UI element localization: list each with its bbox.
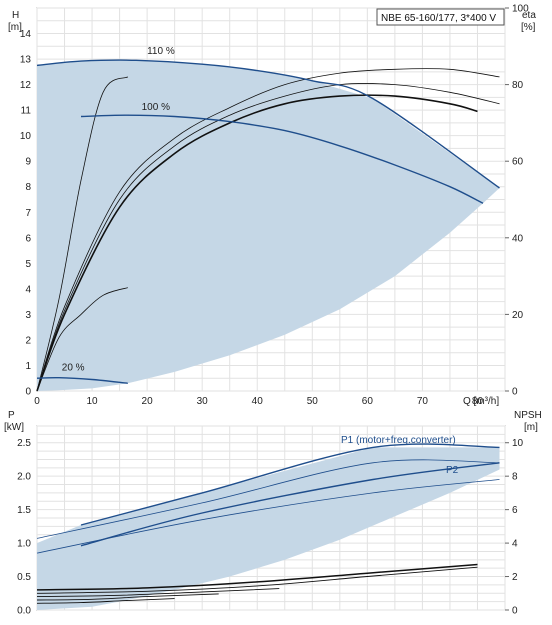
top-x-tick: 0 (34, 396, 40, 407)
top-y-tick: 14 (20, 29, 32, 40)
power-curves (36, 443, 500, 554)
top-right-tick: 100 (512, 4, 529, 15)
power-curve-p1 (80, 443, 500, 526)
top-y-tick: 13 (20, 55, 32, 66)
head-curve-20 (36, 376, 128, 384)
chart-title-box: NBE 65-160/177, 3*400 V (376, 8, 505, 26)
bottom-right-tick: 6 (512, 505, 518, 516)
bottom-y-tick: 2.5 (17, 438, 31, 449)
top-ylabel-left-1: H (12, 10, 19, 21)
bottom-ylabel-left-1: P (8, 410, 15, 421)
bottom-ylabel-left-2: [kW] (4, 422, 24, 433)
top-y-tick: 7 (25, 208, 31, 219)
top-x-tick: 40 (252, 396, 264, 407)
head-curve-100 (80, 114, 484, 204)
efficiency-curve (36, 76, 129, 392)
bottom-y-tick-labels: 0.0 0.5 1.0 1.5 2.0 2.5 (17, 438, 31, 616)
head-curve-labels: 110 % 100 % 20 % (62, 46, 175, 374)
bottom-ylabel-right-2: [m] (524, 422, 538, 433)
top-x-tick: 80 (472, 396, 484, 407)
head-curve-110 (36, 59, 500, 189)
top-y-tick: 8 (25, 182, 31, 193)
power-curve-p2 (80, 462, 500, 547)
p2-annotation: P2 (446, 465, 459, 476)
npsh-curve (36, 593, 219, 601)
top-y-tick: 0 (25, 387, 31, 398)
bottom-y-tick: 2.0 (17, 472, 31, 483)
bottom-right-tick: 8 (512, 472, 518, 483)
head-curve-label: 100 % (142, 102, 170, 113)
bottom-right-tick: 10 (512, 438, 524, 449)
top-right-tick: 0 (512, 387, 518, 398)
efficiency-curves (36, 68, 500, 392)
p1-annotation: P1 (motor+freq.converter) (341, 435, 456, 446)
head-curves (36, 59, 500, 384)
bottom-y-tick: 0.5 (17, 572, 31, 583)
top-y-tick: 9 (25, 157, 31, 168)
npsh-curve (36, 563, 478, 591)
bottom-y-tick: 0.0 (17, 606, 31, 617)
top-y-tick: 2 (25, 335, 31, 346)
power-curve-speed (36, 459, 500, 539)
top-ylabel-left-2: [m] (8, 22, 22, 33)
head-curve-label: 20 % (62, 363, 85, 374)
top-y-tick: 12 (20, 80, 32, 91)
top-operating-band (37, 60, 500, 392)
bottom-y-tick: 1.0 (17, 539, 31, 550)
bottom-operating-band (37, 447, 500, 610)
top-y-tick: 6 (25, 233, 31, 244)
top-right-tick-labels: 0 20 40 60 80 100 (505, 4, 529, 398)
efficiency-curve (36, 83, 500, 392)
npsh-curve (36, 598, 175, 604)
top-right-tick: 80 (512, 80, 524, 91)
top-right-tick: 20 (512, 310, 524, 321)
top-y-tick: 4 (25, 284, 31, 295)
top-y-tick: 1 (25, 361, 31, 372)
top-x-tick: 10 (86, 396, 98, 407)
top-right-tick: 60 (512, 157, 524, 168)
bottom-right-tick: 0 (512, 606, 518, 617)
bottom-ylabel-right-1: NPSH (514, 410, 542, 421)
npsh-curves (36, 563, 478, 604)
top-y-tick: 3 (25, 310, 31, 321)
npsh-curve (36, 588, 280, 598)
chart-title-frame (376, 8, 505, 26)
top-x-tick: 60 (362, 396, 374, 407)
efficiency-curve (36, 68, 500, 392)
chart-title: NBE 65-160/177, 3*400 V (381, 13, 496, 24)
top-right-tick: 40 (512, 233, 524, 244)
npsh-curve (36, 566, 478, 594)
top-x-tick: 50 (307, 396, 319, 407)
efficiency-curve (36, 94, 478, 392)
top-xlabel: Q [m³/h] (463, 396, 499, 407)
power-npsh-chart: 0.0 0.5 1.0 1.5 2.0 2.5 0 2 4 6 8 10 P [kW] NPSH [… (4, 410, 542, 617)
top-y-tick: 10 (20, 131, 32, 142)
top-x-tick: 20 (142, 396, 154, 407)
bottom-right-tick: 4 (512, 539, 518, 550)
head-curve-label: 110 % (147, 46, 175, 57)
bottom-y-tick: 1.5 (17, 505, 31, 516)
top-x-tick-labels: 0 10 20 30 40 50 60 70 80 (34, 396, 483, 407)
efficiency-curve (36, 287, 128, 392)
top-y-tick: 11 (21, 106, 32, 117)
top-ylabel-right-2: [%] (521, 22, 536, 33)
top-x-tick: 70 (417, 396, 429, 407)
bottom-right-tick: 2 (512, 572, 518, 583)
power-curve-speed (36, 479, 500, 554)
top-ylabel-right-1: eta (522, 10, 536, 21)
top-x-tick: 30 (197, 396, 209, 407)
top-y-tick: 5 (25, 259, 31, 270)
bottom-right-tick-labels: 0 2 4 6 8 10 (505, 438, 524, 617)
